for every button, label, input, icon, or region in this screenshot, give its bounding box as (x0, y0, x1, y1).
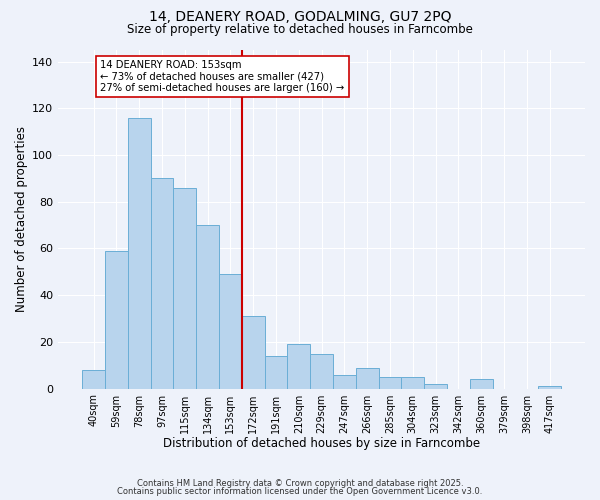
Text: 14 DEANERY ROAD: 153sqm
← 73% of detached houses are smaller (427)
27% of semi-d: 14 DEANERY ROAD: 153sqm ← 73% of detache… (100, 60, 344, 94)
Text: Size of property relative to detached houses in Farncombe: Size of property relative to detached ho… (127, 22, 473, 36)
Text: 14, DEANERY ROAD, GODALMING, GU7 2PQ: 14, DEANERY ROAD, GODALMING, GU7 2PQ (149, 10, 451, 24)
Bar (219, 274, 242, 388)
Bar (196, 225, 219, 388)
Bar (287, 344, 310, 389)
Bar (105, 251, 128, 388)
Text: Contains public sector information licensed under the Open Government Licence v3: Contains public sector information licen… (118, 487, 482, 496)
Bar (82, 370, 105, 388)
Bar (470, 380, 493, 388)
Bar (538, 386, 561, 388)
Bar (242, 316, 265, 388)
Bar (151, 178, 173, 388)
Bar (265, 356, 287, 388)
X-axis label: Distribution of detached houses by size in Farncombe: Distribution of detached houses by size … (163, 437, 480, 450)
Bar (401, 377, 424, 388)
Bar (173, 188, 196, 388)
Y-axis label: Number of detached properties: Number of detached properties (15, 126, 28, 312)
Bar (424, 384, 447, 388)
Bar (128, 118, 151, 388)
Text: Contains HM Land Registry data © Crown copyright and database right 2025.: Contains HM Land Registry data © Crown c… (137, 478, 463, 488)
Bar (333, 374, 356, 388)
Bar (356, 368, 379, 388)
Bar (310, 354, 333, 388)
Bar (379, 377, 401, 388)
